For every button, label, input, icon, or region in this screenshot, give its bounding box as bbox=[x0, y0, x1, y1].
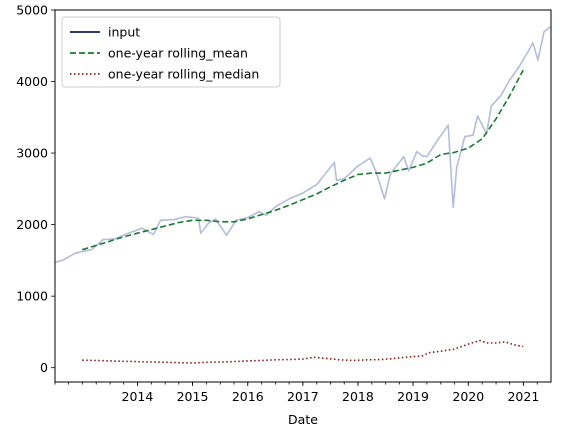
series-line-1 bbox=[82, 69, 524, 251]
x-axis-label: Date bbox=[288, 412, 318, 427]
x-tick-label: 2021 bbox=[507, 389, 539, 404]
y-tick-label: 3000 bbox=[16, 146, 48, 161]
legend: input one-year rolling_mean one-year rolli… bbox=[61, 16, 281, 88]
legend-label-1: one-year rolling_mean bbox=[108, 46, 248, 61]
legend-label-0: input bbox=[108, 25, 140, 40]
y-tick-label: 1000 bbox=[16, 289, 48, 304]
series-layer bbox=[55, 25, 551, 364]
x-tick-label: 2018 bbox=[342, 389, 374, 404]
x-axis: 2014 2015 2016 2017 2018 2019 2020 2021 bbox=[54, 382, 539, 404]
y-tick-label: 0 bbox=[40, 360, 48, 375]
series-line-2 bbox=[82, 339, 524, 364]
y-tick-label: 2000 bbox=[16, 217, 48, 232]
y-tick-label: 5000 bbox=[16, 3, 48, 18]
x-tick-label: 2015 bbox=[177, 389, 209, 404]
x-tick-label: 2016 bbox=[232, 389, 264, 404]
x-tick-label: 2019 bbox=[397, 389, 429, 404]
series-line-0 bbox=[55, 25, 551, 264]
legend-box bbox=[61, 16, 281, 88]
y-tick-label: 4000 bbox=[16, 74, 48, 89]
x-tick-label: 2017 bbox=[287, 389, 319, 404]
x-tick-label: 2014 bbox=[122, 389, 154, 404]
y-axis: 0 1000 2000 3000 4000 5000 bbox=[16, 3, 55, 375]
x-tick-label: 2020 bbox=[452, 389, 484, 404]
legend-label-2: one-year rolling_median bbox=[108, 67, 259, 82]
